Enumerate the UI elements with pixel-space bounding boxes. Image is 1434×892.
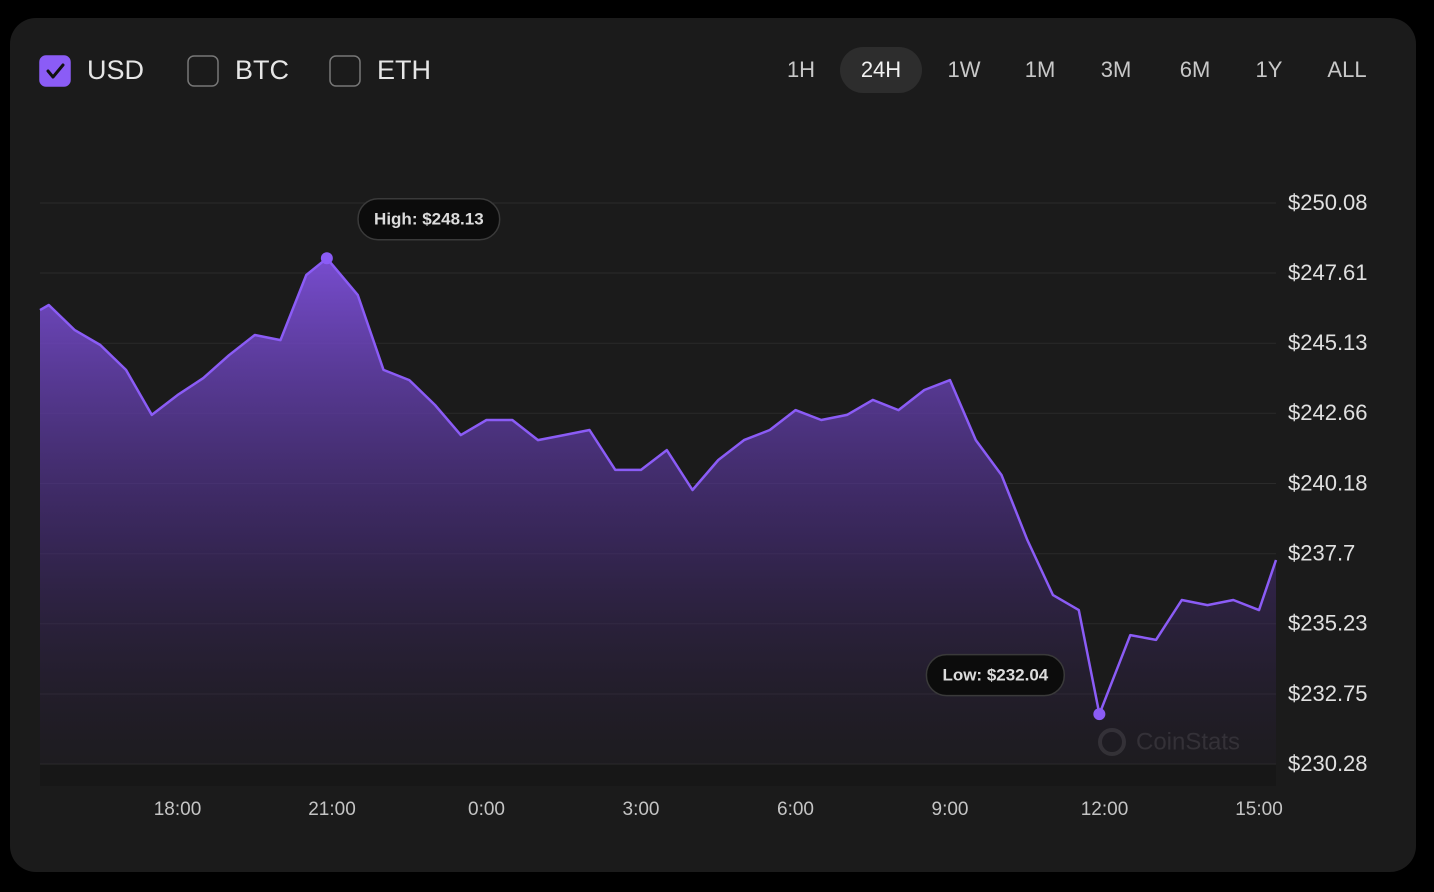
annotation: Low: $232.04 [925,653,1066,697]
currency-toggle[interactable]: USD [39,55,144,87]
y-tick-label: $235.23 [1288,611,1368,636]
annotation-label: High: $248.13 [374,210,484,229]
checkmark [46,63,65,79]
annotation-pill [357,198,501,241]
checkbox[interactable] [187,55,219,87]
y-tick-label: $250.08 [1288,190,1368,215]
y-tick-label: $237.7 [1288,541,1355,566]
x-tick-label: 0:00 [468,799,505,820]
extreme-marker [320,252,333,265]
x-tick-label: 15:00 [1235,799,1283,820]
price-line [39,257,1278,716]
extreme-marker [1093,708,1106,721]
annotation-label: Low: $232.04 [942,666,1048,685]
y-tick-label: $240.18 [1288,470,1368,495]
range-label[interactable]: ALL [1327,57,1366,82]
currency-label: ETH [377,55,431,85]
range-button[interactable]: ALL [1327,57,1366,82]
area-fill [40,258,1276,764]
annotation: High: $248.13 [357,198,501,241]
range-label[interactable]: 1H [787,57,815,82]
range-label[interactable]: 24H [861,57,901,82]
range-label[interactable]: 1W [948,57,981,82]
range-button[interactable]: 1Y [1256,57,1283,82]
range-button[interactable]: 1M [1025,57,1056,82]
y-tick-label: $247.61 [1288,260,1368,285]
range-button[interactable]: 6M [1180,57,1211,82]
y-tick-label: $245.13 [1288,330,1368,355]
range-label[interactable]: 1M [1025,57,1056,82]
x-tick-label: 18:00 [154,799,202,820]
range-selected-bg[interactable] [840,47,922,93]
y-tick-label: $242.66 [1288,400,1368,425]
x-tick-label: 6:00 [777,799,814,820]
y-tick-label: $230.28 [1288,751,1368,776]
currency-label: USD [87,55,144,85]
x-tick-label: 21:00 [308,799,356,820]
y-tick-label: $232.75 [1288,681,1368,706]
currency-toggle[interactable]: ETH [329,55,431,87]
currency-label: BTC [235,55,289,85]
range-button[interactable]: 3M [1101,57,1132,82]
range-button[interactable]: 1H [787,57,815,82]
currency-toggle[interactable]: BTC [187,55,289,87]
range-label[interactable]: 3M [1101,57,1132,82]
x-tick-label: 3:00 [623,799,660,820]
range-label[interactable]: 1Y [1256,57,1283,82]
axis-band [40,764,1276,786]
x-tick-label: 12:00 [1081,799,1129,820]
range-button[interactable]: 1W [948,57,981,82]
checkbox[interactable] [39,55,71,87]
annotation-pill [925,653,1066,697]
x-tick-label: 9:00 [932,799,969,820]
checkbox[interactable] [329,55,361,87]
range-button[interactable]: 24H [840,47,922,93]
range-label[interactable]: 6M [1180,57,1211,82]
